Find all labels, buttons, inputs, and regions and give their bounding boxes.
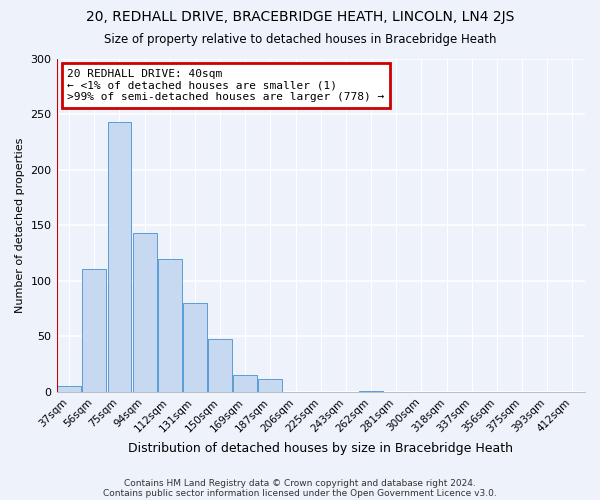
- Bar: [57, 386, 81, 392]
- Bar: [107, 122, 131, 392]
- Text: 20 REDHALL DRIVE: 40sqm
← <1% of detached houses are smaller (1)
>99% of semi-de: 20 REDHALL DRIVE: 40sqm ← <1% of detache…: [67, 69, 385, 102]
- Bar: [233, 376, 257, 392]
- Bar: [208, 338, 232, 392]
- Text: Size of property relative to detached houses in Bracebridge Heath: Size of property relative to detached ho…: [104, 32, 496, 46]
- Bar: [82, 269, 106, 392]
- X-axis label: Distribution of detached houses by size in Bracebridge Heath: Distribution of detached houses by size …: [128, 442, 513, 455]
- Bar: [183, 303, 207, 392]
- Text: Contains public sector information licensed under the Open Government Licence v3: Contains public sector information licen…: [103, 488, 497, 498]
- Bar: [133, 233, 157, 392]
- Y-axis label: Number of detached properties: Number of detached properties: [15, 138, 25, 313]
- Bar: [359, 391, 383, 392]
- Bar: [259, 378, 283, 392]
- Bar: [158, 259, 182, 392]
- Text: 20, REDHALL DRIVE, BRACEBRIDGE HEATH, LINCOLN, LN4 2JS: 20, REDHALL DRIVE, BRACEBRIDGE HEATH, LI…: [86, 10, 514, 24]
- Text: Contains HM Land Registry data © Crown copyright and database right 2024.: Contains HM Land Registry data © Crown c…: [124, 478, 476, 488]
